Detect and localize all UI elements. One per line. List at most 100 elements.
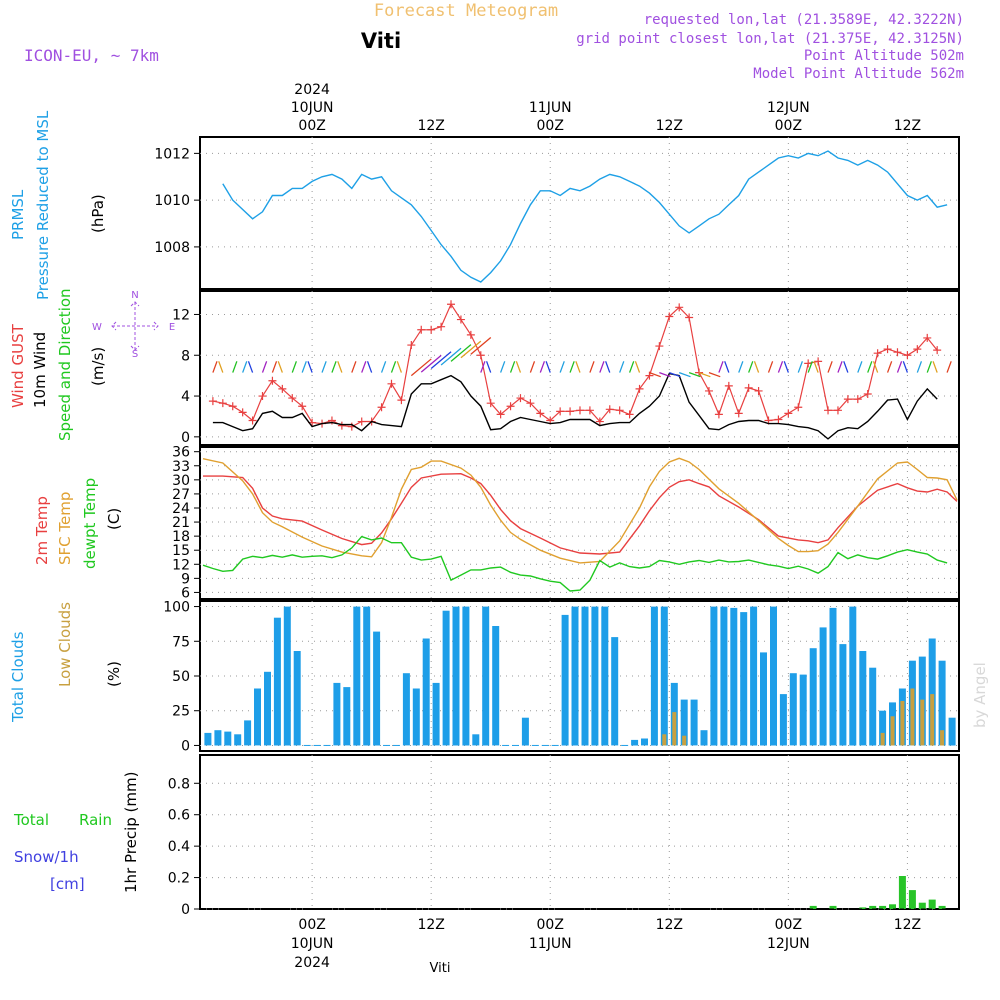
- total-cloud-bar: [581, 606, 589, 746]
- wind-direction-arrow: [886, 361, 893, 373]
- total-cloud-bar: [521, 717, 529, 746]
- gust-marker: [387, 379, 396, 388]
- precip-bar: [898, 876, 906, 909]
- wind-direction-arrow: [569, 361, 575, 373]
- wind-direction-arrow: [450, 344, 472, 362]
- time-label-top: 12Z: [417, 118, 444, 134]
- wind-direction-arrow: [605, 361, 611, 373]
- low-cloud-bar: [672, 712, 677, 746]
- compass-n: N: [131, 290, 138, 301]
- time-label-top: 2024: [294, 82, 330, 98]
- wind-direction-arrow: [872, 361, 879, 373]
- y-tick-label: 0: [181, 902, 190, 918]
- wind-direction-arrow: [247, 361, 254, 373]
- series-layer: [200, 151, 959, 910]
- total-cloud-bar: [283, 606, 291, 746]
- total-cloud-bar: [789, 673, 797, 746]
- wind-direction-arrow: [724, 361, 730, 373]
- gust-marker: [526, 399, 535, 408]
- gust-marker: [407, 341, 416, 350]
- total-cloud-bar: [214, 730, 222, 746]
- wind-direction-arrow: [337, 361, 343, 373]
- wind-direction-arrow: [271, 361, 278, 373]
- pressure-msl-label: Pressure Reduced to MSL: [34, 110, 52, 300]
- total-cloud-bar: [641, 738, 648, 746]
- total-cloud-bar: [819, 627, 827, 746]
- wind-direction-arrow: [738, 361, 744, 373]
- gust-marker: [913, 345, 922, 354]
- prmsl-label: PRMSL: [9, 189, 27, 240]
- total-cloud-bar: [799, 674, 807, 746]
- y-tick-label: 0.8: [168, 776, 190, 792]
- gust-marker: [843, 395, 852, 404]
- gust-marker: [734, 409, 743, 418]
- pressure-unit: (hPa): [89, 194, 107, 233]
- wind-direction-arrow: [589, 361, 595, 373]
- wind-direction-arrow: [539, 361, 546, 373]
- total-cloud-bar: [948, 717, 956, 746]
- gust-marker: [377, 403, 386, 412]
- wind-direction-arrow: [545, 361, 551, 373]
- wind-direction-arrow: [242, 361, 248, 373]
- time-label-bottom: 12Z: [417, 917, 444, 933]
- wind-direction-arrow: [331, 361, 337, 373]
- total-cloud-bar: [264, 671, 271, 746]
- chart-title: Forecast Meteogram: [374, 1, 558, 21]
- gust-marker: [437, 322, 446, 331]
- gust-marker: [536, 409, 545, 418]
- total-cloud-bar: [601, 606, 609, 746]
- time-label-bottom: 00Z: [298, 917, 325, 933]
- gust-marker: [258, 392, 267, 401]
- signature: by Angel: [971, 662, 989, 728]
- wind-direction-arrow: [688, 371, 701, 378]
- wind-direction-arrow: [351, 361, 357, 373]
- total-cloud-bar: [720, 606, 728, 746]
- time-label-bottom: 12Z: [894, 917, 921, 933]
- total-cloud-bar: [779, 694, 787, 746]
- wind-direction-arrow: [261, 361, 268, 373]
- gust-marker: [337, 421, 346, 430]
- total-cloud-bar: [770, 606, 777, 746]
- total-cloud-bar: [869, 667, 877, 746]
- wind-direction-arrow: [708, 371, 721, 378]
- wind-direction-arrow: [619, 361, 625, 373]
- y-tick-label: 9: [181, 571, 190, 587]
- precip-bar: [908, 890, 916, 909]
- wind-direction-arrow: [649, 371, 661, 378]
- total-cloud-bar: [859, 651, 867, 746]
- wind-direction-arrow: [366, 361, 373, 373]
- gust-marker: [635, 384, 644, 393]
- wind-direction-arrow: [777, 361, 784, 373]
- model-point-altitude: Model Point Altitude 562m: [753, 66, 964, 82]
- gust-marker: [675, 303, 684, 312]
- gust-marker: [794, 403, 803, 412]
- time-label-top: 12Z: [656, 118, 683, 134]
- gust-marker: [556, 407, 565, 416]
- gust-marker: [298, 402, 307, 411]
- wind-direction-arrow: [843, 361, 849, 373]
- wind-direction-arrow: [599, 361, 605, 373]
- wind-direction-arrow: [420, 354, 442, 373]
- wind-direction-arrow: [410, 358, 432, 377]
- wind-direction-arrow: [767, 361, 774, 373]
- y-tick-label: 12: [172, 557, 190, 573]
- wind-direction-arrow: [460, 340, 482, 359]
- temp-unit: (C): [105, 508, 123, 530]
- gust-marker: [685, 313, 694, 322]
- wind-direction-arrow: [470, 337, 492, 355]
- precip-bar: [928, 899, 936, 909]
- wind-direction-arrow: [698, 371, 711, 378]
- gust-marker: [575, 406, 584, 415]
- wind-direction-arrow: [718, 361, 724, 373]
- compass-rose: N S W E: [92, 290, 175, 360]
- wind-direction-arrow: [902, 361, 909, 373]
- wind-direction-arrow: [857, 361, 863, 373]
- wind-direction-arrow: [232, 361, 238, 373]
- precip-bar: [918, 902, 926, 909]
- gust-marker: [427, 325, 436, 334]
- precip-bar: [829, 905, 837, 909]
- pressure-labels: PRMSL Pressure Reduced to MSL (hPa): [9, 110, 107, 300]
- time-label-top: 00Z: [537, 118, 564, 134]
- gust-marker: [595, 417, 604, 426]
- time-label-top: 12JUN: [767, 100, 810, 116]
